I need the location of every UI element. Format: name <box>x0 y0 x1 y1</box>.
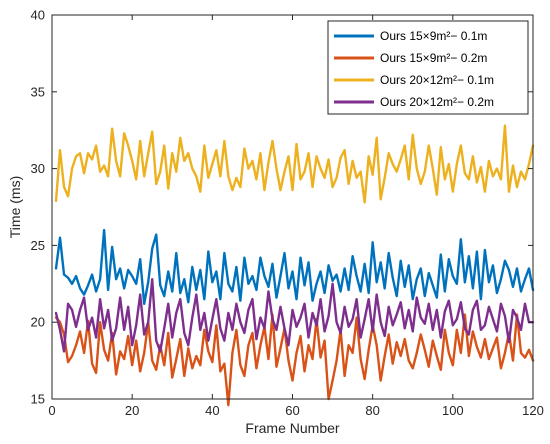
x-tick-label: 20 <box>125 403 139 418</box>
y-axis-title: Time (ms) <box>7 176 23 238</box>
x-tick-label: 0 <box>48 403 55 418</box>
x-tick-label: 80 <box>365 403 379 418</box>
series-line-2 <box>54 313 535 407</box>
x-tick-label: 40 <box>205 403 219 418</box>
x-tick-label: 120 <box>522 403 544 418</box>
y-tick-label: 30 <box>31 161 45 176</box>
y-tick-label: 25 <box>31 238 45 253</box>
legend-label-1: Ours 15×9m²− 0.1m <box>380 29 487 43</box>
x-axis-title: Frame Number <box>245 420 339 436</box>
legend-label-2: Ours 15×9m²− 0.2m <box>380 51 487 65</box>
x-tick-label: 60 <box>285 403 299 418</box>
series-line-1 <box>54 228 535 305</box>
y-tick-label: 35 <box>31 84 45 99</box>
y-tick-label: 40 <box>31 8 45 23</box>
series-line-3 <box>54 124 535 204</box>
y-tick-label: 20 <box>31 315 45 330</box>
series-layer <box>54 124 535 407</box>
series-line-4 <box>54 277 535 353</box>
legend-label-3: Ours 20×12m²− 0.1m <box>380 73 494 87</box>
legend-label-4: Ours 20×12m²− 0.2m <box>380 95 494 109</box>
x-tick-label: 100 <box>442 403 464 418</box>
y-tick-label: 15 <box>31 392 45 407</box>
ticks-layer: 0 20 40 60 80 100 120 15 20 25 30 35 40 <box>31 8 544 419</box>
legend: Ours 15×9m²− 0.1m Ours 15×9m²− 0.2m Ours 2… <box>327 20 529 115</box>
